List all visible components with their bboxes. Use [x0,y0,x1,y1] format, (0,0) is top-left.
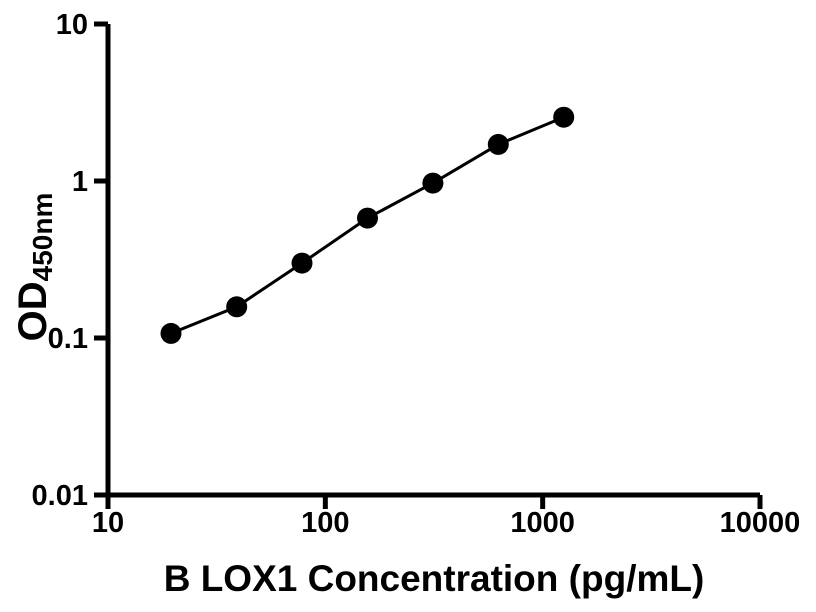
y-tick-label-0.1: 0.1 [48,323,88,355]
data-point [160,322,182,344]
axis-tick-labels: 10 100 1000 10000 10 1 0.1 0.01 [32,9,801,539]
axis-ticks [94,21,763,509]
data-point [226,296,248,318]
axes [105,24,760,498]
data-series [160,106,575,344]
y-axis-title: OD450nm [11,193,58,342]
y-tick-label-0.01: 0.01 [32,480,88,512]
data-point [553,106,575,128]
data-point [422,172,444,194]
y-tick-label-10: 10 [56,9,88,41]
x-tick-label-10000: 10000 [720,507,801,539]
x-tick-label-1000: 1000 [510,507,575,539]
axis-spine [105,24,760,498]
y-tick-label-1: 1 [72,166,88,198]
x-tick-label-100: 100 [301,507,349,539]
data-point [487,133,509,155]
y-axis-title-main: OD [11,281,55,341]
y-axis-title-subscript: 450nm [27,193,58,282]
data-point [291,252,313,274]
data-point [357,207,378,229]
x-axis-title: B LOX1 Concentration (pg/mL) [164,558,705,599]
x-tick-label-10: 10 [92,507,124,539]
